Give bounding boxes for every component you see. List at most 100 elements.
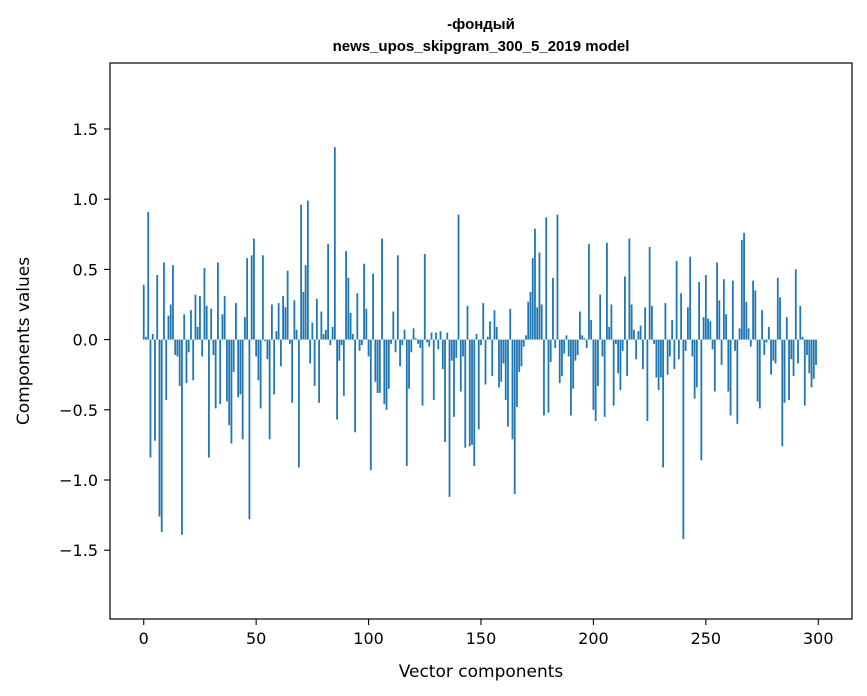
bar-135 bbox=[446, 332, 449, 340]
bar-138 bbox=[453, 339, 455, 417]
bar-38 bbox=[228, 339, 231, 426]
bar-54 bbox=[264, 339, 267, 341]
bar-279 bbox=[770, 339, 772, 375]
x-tick-label-0: 0 bbox=[139, 629, 149, 648]
bar-291 bbox=[797, 339, 799, 364]
bar-186 bbox=[561, 339, 563, 377]
bar-243 bbox=[689, 256, 692, 340]
bar-62 bbox=[282, 296, 285, 340]
bar-235 bbox=[671, 319, 674, 340]
bar-70 bbox=[300, 204, 303, 340]
bar-230 bbox=[659, 339, 662, 378]
bar-238 bbox=[677, 339, 680, 360]
chart-title-line-2: news_upos_skipgram_300_5_2019 model bbox=[333, 38, 630, 55]
y-tick-label--1: −1.0 bbox=[59, 471, 98, 490]
bar-293 bbox=[801, 336, 804, 340]
bar-290 bbox=[794, 269, 797, 340]
bar-91 bbox=[347, 277, 350, 340]
bar-163 bbox=[509, 308, 512, 340]
bar-210 bbox=[615, 339, 617, 344]
bar-51 bbox=[257, 339, 260, 381]
bar-283 bbox=[779, 297, 781, 340]
bar-20 bbox=[187, 339, 190, 353]
y-axis-label: Components values bbox=[14, 257, 34, 425]
bar-216 bbox=[628, 238, 631, 340]
bar-102 bbox=[372, 273, 374, 340]
bar-7 bbox=[158, 339, 161, 517]
bar-276 bbox=[763, 339, 766, 356]
bar-184 bbox=[556, 214, 559, 340]
bar-234 bbox=[668, 339, 671, 357]
bar-257 bbox=[720, 339, 723, 365]
bar-167 bbox=[518, 339, 521, 372]
bar-132 bbox=[439, 331, 442, 340]
bar-197 bbox=[585, 339, 588, 349]
bar-72 bbox=[304, 265, 307, 340]
bar-2 bbox=[147, 211, 150, 340]
bar-103 bbox=[374, 339, 377, 382]
bar-39 bbox=[230, 339, 233, 444]
bar-256 bbox=[718, 300, 721, 340]
bar-100 bbox=[367, 339, 370, 357]
bar-75 bbox=[311, 322, 314, 340]
bar-125 bbox=[423, 253, 426, 340]
bar-37 bbox=[226, 339, 228, 402]
bar-178 bbox=[543, 339, 545, 416]
bar-65 bbox=[288, 339, 291, 344]
bar-139 bbox=[455, 339, 458, 358]
bar-89 bbox=[342, 339, 345, 396]
bar-175 bbox=[536, 307, 539, 340]
bar-247 bbox=[698, 282, 700, 340]
bar-30 bbox=[210, 308, 213, 340]
bar-212 bbox=[619, 339, 622, 391]
bar-120 bbox=[412, 328, 415, 340]
bar-169 bbox=[522, 339, 525, 347]
bar-161 bbox=[504, 339, 507, 400]
bar-106 bbox=[381, 238, 383, 340]
bar-84 bbox=[331, 326, 334, 340]
bar-274 bbox=[758, 339, 761, 409]
bar-119 bbox=[410, 339, 413, 353]
bar-0 bbox=[142, 284, 145, 340]
bar-147 bbox=[473, 339, 476, 466]
y-tick-label--0.5: −0.5 bbox=[59, 401, 98, 420]
bar-145 bbox=[468, 339, 471, 447]
bar-294 bbox=[803, 339, 806, 406]
bar-191 bbox=[572, 339, 575, 389]
bar-55 bbox=[266, 339, 269, 360]
bar-129 bbox=[432, 339, 435, 400]
bar-11 bbox=[167, 315, 170, 340]
bar-164 bbox=[511, 339, 514, 440]
bar-232 bbox=[664, 303, 667, 340]
bar-74 bbox=[309, 339, 312, 364]
bar-246 bbox=[695, 339, 698, 388]
bar-251 bbox=[707, 318, 709, 340]
bar-63 bbox=[284, 307, 287, 340]
bar-18 bbox=[183, 314, 186, 340]
bar-249 bbox=[702, 317, 705, 340]
bar-109 bbox=[387, 339, 390, 389]
bar-203 bbox=[599, 294, 602, 340]
bar-213 bbox=[621, 339, 624, 351]
bar-43 bbox=[239, 339, 242, 395]
bar-58 bbox=[273, 339, 276, 395]
bar-193 bbox=[576, 339, 579, 356]
bar-44 bbox=[241, 339, 244, 440]
y-tick-label-1: 1.0 bbox=[73, 190, 98, 209]
bar-189 bbox=[567, 339, 570, 357]
bar-123 bbox=[419, 339, 422, 349]
bar-90 bbox=[345, 251, 347, 340]
bar-81 bbox=[324, 329, 327, 340]
bar-56 bbox=[268, 339, 271, 440]
bar-99 bbox=[365, 308, 368, 340]
bar-240 bbox=[682, 339, 685, 539]
bar-15 bbox=[176, 339, 179, 357]
bar-200 bbox=[592, 339, 595, 410]
bar-98 bbox=[363, 263, 365, 340]
bar-227 bbox=[653, 339, 656, 344]
bar-254 bbox=[713, 339, 716, 392]
bar-113 bbox=[396, 255, 399, 340]
bar-282 bbox=[776, 277, 779, 340]
bar-137 bbox=[450, 339, 453, 361]
bar-174 bbox=[534, 228, 536, 340]
